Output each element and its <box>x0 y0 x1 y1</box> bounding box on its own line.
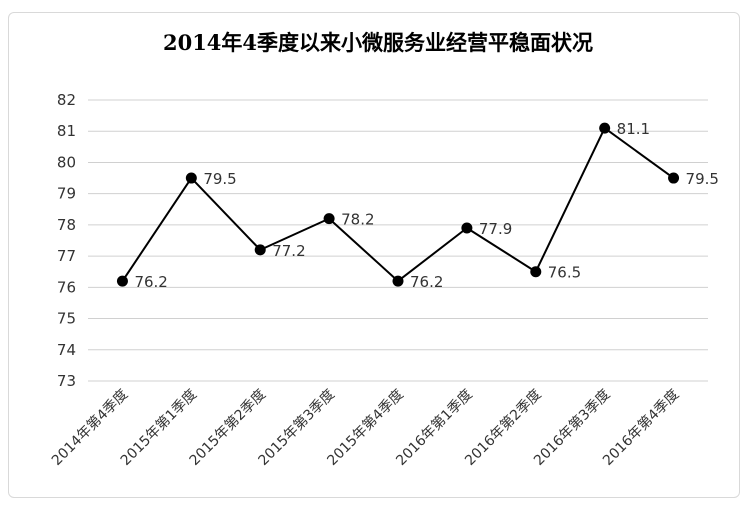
y-tick-label: 79 <box>57 185 76 203</box>
data-label: 76.2 <box>410 273 443 291</box>
data-label: 79.5 <box>686 170 719 188</box>
data-point <box>599 122 611 134</box>
y-tick-label: 75 <box>57 310 76 328</box>
data-label: 78.2 <box>341 211 374 229</box>
x-axis-ticks: 2014年第4季度2015年第1季度2015年第2季度2015年第3季度2015… <box>48 386 682 469</box>
y-tick-label: 82 <box>57 91 76 109</box>
series-line <box>121 127 675 283</box>
data-label: 76.5 <box>548 264 581 282</box>
y-tick-label: 73 <box>57 372 76 390</box>
data-label: 77.2 <box>272 242 305 260</box>
data-label: 76.2 <box>134 273 167 291</box>
data-point <box>461 222 473 234</box>
data-labels: 76.2 79.5 77.2 78.2 76.2 77.9 76.5 81.1 79.5 <box>134 120 719 291</box>
y-tick-label: 80 <box>57 153 76 171</box>
data-point <box>116 275 128 287</box>
data-point <box>185 172 197 184</box>
data-point <box>254 244 266 256</box>
series-line-layer <box>121 127 675 283</box>
data-point <box>323 213 335 225</box>
data-point <box>392 275 404 287</box>
chart-frame <box>8 12 740 498</box>
data-point <box>668 172 680 184</box>
data-point <box>530 266 542 278</box>
chart-title: 2014年4季度以来小微服务业经营平稳面状况 <box>163 30 593 55</box>
y-tick-label: 74 <box>57 341 76 359</box>
data-label: 79.5 <box>203 170 236 188</box>
y-tick-label: 77 <box>57 247 76 265</box>
y-tick-label: 78 <box>57 216 76 234</box>
data-points <box>116 122 680 287</box>
y-tick-label: 81 <box>57 122 76 140</box>
data-label: 77.9 <box>479 220 512 238</box>
gridlines <box>88 99 708 382</box>
y-tick-label: 76 <box>57 278 76 296</box>
data-label: 81.1 <box>617 120 650 138</box>
y-axis-ticks: 73 74 75 76 77 78 79 80 81 82 <box>57 91 76 390</box>
